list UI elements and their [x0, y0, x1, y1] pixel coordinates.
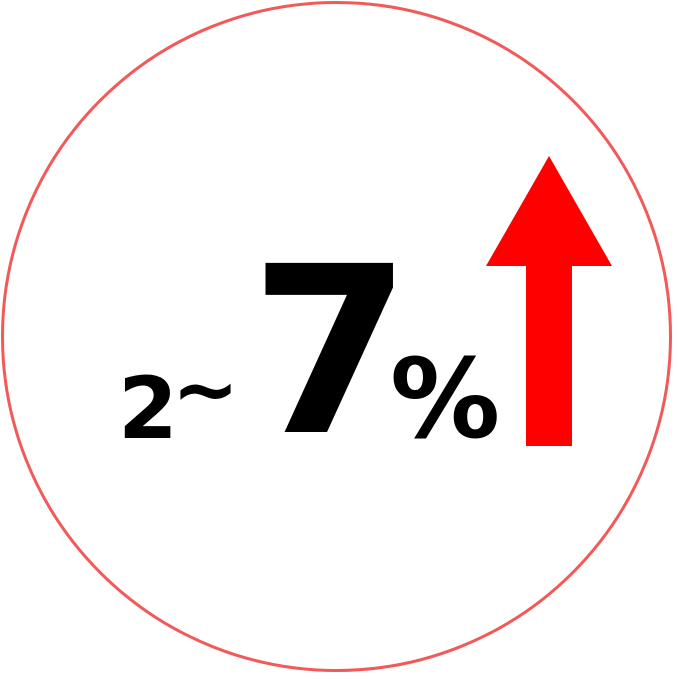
circle-outline	[1, 1, 672, 672]
range-separator: ~	[172, 343, 240, 436]
arrow-up-shape	[486, 156, 612, 446]
arrow-up-icon	[486, 156, 612, 446]
range-high-value: 7	[250, 217, 412, 487]
range-low-value: 2	[118, 359, 178, 459]
percent-sign: %	[390, 335, 501, 463]
